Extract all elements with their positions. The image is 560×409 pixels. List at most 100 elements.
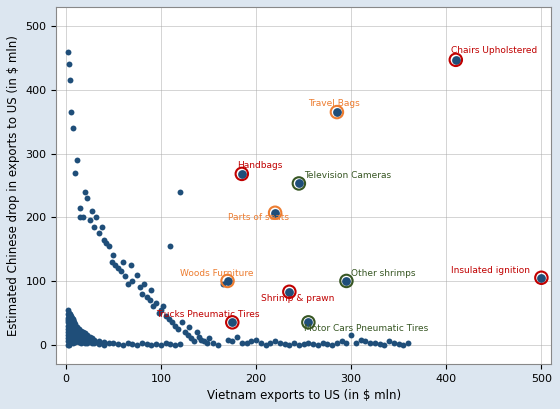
- Point: [64, 335, 73, 342]
- Text: Travel Bags: Travel Bags: [309, 99, 360, 108]
- Point: [73, 329, 82, 335]
- Point: [337, 338, 346, 345]
- Point: [77, 336, 86, 343]
- Point: [64, 310, 73, 316]
- Point: [123, 340, 132, 347]
- Point: [295, 180, 304, 187]
- Point: [64, 329, 73, 335]
- Point: [261, 342, 270, 348]
- Point: [156, 342, 165, 348]
- Text: Insulated ignition: Insulated ignition: [451, 266, 530, 275]
- Point: [394, 341, 403, 347]
- Point: [65, 319, 74, 326]
- Text: Other shrimps: Other shrimps: [351, 269, 416, 278]
- Text: Shrimp & prawn: Shrimp & prawn: [261, 294, 334, 303]
- Point: [71, 339, 80, 345]
- Text: Woods Furniture: Woods Furniture: [180, 269, 254, 278]
- Point: [63, 48, 72, 55]
- Point: [90, 223, 99, 230]
- Point: [66, 321, 75, 328]
- Point: [66, 330, 75, 337]
- Point: [64, 332, 73, 338]
- Point: [74, 335, 83, 342]
- Point: [67, 338, 76, 345]
- Point: [187, 335, 196, 342]
- Point: [178, 319, 186, 326]
- Point: [276, 339, 284, 346]
- Point: [537, 274, 546, 281]
- Point: [114, 265, 123, 272]
- Point: [285, 342, 294, 348]
- Point: [199, 338, 208, 345]
- Point: [161, 340, 170, 347]
- Point: [63, 315, 72, 321]
- Point: [147, 287, 156, 294]
- Point: [63, 306, 72, 313]
- Point: [64, 313, 73, 319]
- Point: [69, 336, 78, 343]
- Point: [76, 204, 85, 211]
- Point: [266, 340, 275, 347]
- Point: [304, 319, 313, 326]
- Point: [64, 326, 73, 332]
- Point: [136, 284, 144, 290]
- Point: [65, 316, 74, 322]
- Point: [63, 311, 72, 317]
- Point: [128, 341, 137, 347]
- Point: [133, 271, 142, 278]
- Point: [128, 278, 137, 284]
- Point: [95, 230, 104, 236]
- Point: [155, 310, 164, 316]
- Point: [63, 338, 72, 345]
- Text: Motor Cars Pneumatic Tires: Motor Cars Pneumatic Tires: [304, 324, 428, 333]
- Point: [82, 332, 91, 338]
- Point: [399, 342, 408, 348]
- Point: [190, 338, 199, 345]
- Point: [285, 288, 294, 295]
- Y-axis label: Estimated Chinese drop in exports to US (in $ mln): Estimated Chinese drop in exports to US …: [7, 35, 20, 336]
- Point: [73, 334, 82, 340]
- Point: [65, 77, 74, 83]
- Point: [247, 338, 256, 345]
- Point: [67, 335, 76, 342]
- Point: [164, 316, 173, 322]
- Point: [119, 342, 128, 348]
- Point: [92, 214, 101, 220]
- Point: [65, 311, 74, 317]
- Point: [197, 336, 206, 343]
- Text: Trucks Pneumatic Tires: Trucks Pneumatic Tires: [156, 310, 260, 319]
- Point: [290, 340, 298, 347]
- Point: [65, 329, 74, 335]
- Point: [223, 336, 232, 343]
- Point: [180, 329, 189, 335]
- Text: Parts of seats: Parts of seats: [227, 213, 288, 222]
- Point: [65, 322, 74, 329]
- Point: [90, 336, 99, 343]
- Point: [309, 341, 318, 347]
- Point: [251, 336, 260, 343]
- Point: [81, 339, 90, 346]
- Point: [333, 109, 342, 115]
- Point: [347, 332, 356, 338]
- Point: [114, 341, 123, 347]
- Point: [66, 109, 75, 115]
- Point: [63, 335, 72, 342]
- Point: [82, 195, 91, 201]
- Point: [318, 340, 327, 347]
- Point: [156, 306, 165, 313]
- Point: [67, 315, 76, 321]
- Point: [74, 330, 83, 337]
- Point: [81, 189, 90, 195]
- Point: [70, 338, 79, 345]
- Point: [166, 243, 175, 249]
- Point: [223, 278, 232, 284]
- Point: [88, 208, 97, 214]
- Point: [77, 340, 86, 347]
- Point: [174, 326, 183, 332]
- Point: [119, 258, 128, 265]
- Point: [74, 326, 83, 332]
- Text: Handbags: Handbags: [237, 160, 282, 169]
- Point: [73, 337, 82, 344]
- Point: [171, 322, 180, 329]
- Point: [70, 334, 79, 340]
